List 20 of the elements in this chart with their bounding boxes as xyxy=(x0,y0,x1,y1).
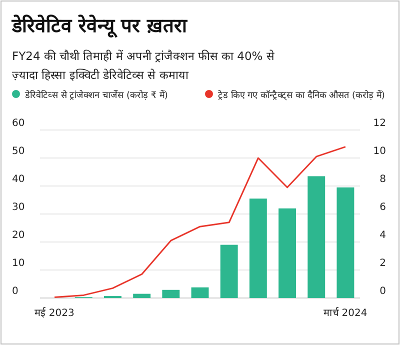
y2-tick-label: 6 xyxy=(380,202,386,213)
y-tick-label: 0 xyxy=(12,286,18,297)
y-tick-label: 50 xyxy=(12,146,25,157)
y-tick-label: 10 xyxy=(12,258,25,269)
y-tick-label: 20 xyxy=(12,230,25,241)
y-tick-label: 40 xyxy=(12,174,25,185)
y2-tick-label: 10 xyxy=(373,146,386,157)
chart-title: डेरिवेटिव रेवेन्यू पर ख़तरा xyxy=(11,14,188,38)
y2-tick-label: 4 xyxy=(380,230,386,241)
y-tick-label: 30 xyxy=(12,202,25,213)
x-tick-label: मार्च 2024 xyxy=(324,307,368,319)
y2-tick-label: 8 xyxy=(380,174,386,185)
chart-subtitle: FY24 की चौथी तिमाही में अपनी ट्रांजैक्शन फीस का 40% से ज़्यादा हिस्सा इक्विटी डेरिवेटिव्स से कमाया xyxy=(12,49,274,82)
y2-tick-label: 2 xyxy=(380,258,386,269)
y-tick-label: 60 xyxy=(12,118,25,129)
y2-tick-label: 0 xyxy=(380,286,386,297)
y2-tick-label: 12 xyxy=(373,118,386,129)
legend-label: ट्रेड किए गए कॉन्ट्रैक्ट्स का दैनिक औसत (करोड़ में) xyxy=(218,89,385,101)
x-tick-label: मई 2023 xyxy=(34,307,74,319)
legend-label: डेरिवेटिव्स से ट्रांजेक्शन चार्जेस (करोड़ ₹ में) xyxy=(24,89,168,101)
